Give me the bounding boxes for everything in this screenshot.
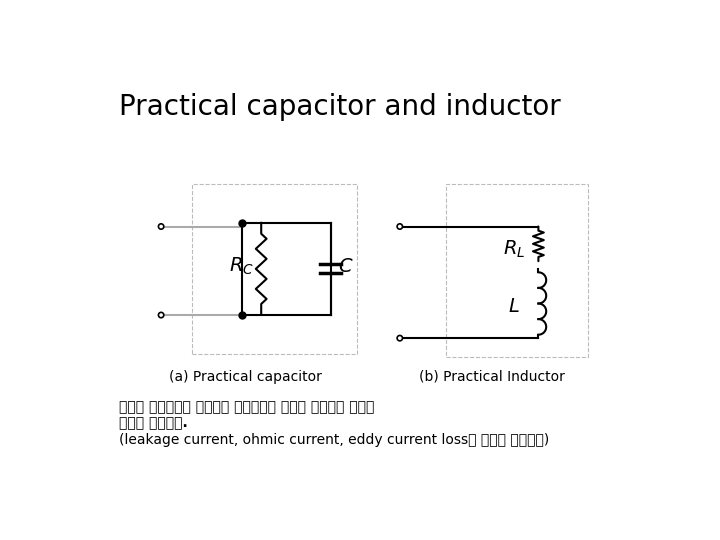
Text: $R_C$: $R_C$ — [230, 256, 254, 277]
Circle shape — [397, 335, 402, 341]
Bar — [446, 184, 588, 357]
Circle shape — [158, 312, 163, 318]
Circle shape — [158, 224, 163, 229]
Text: (a) Practical capacitor: (a) Practical capacitor — [169, 370, 323, 383]
Text: $C$: $C$ — [338, 258, 354, 275]
Circle shape — [397, 224, 402, 229]
Text: Practical capacitor and inductor: Practical capacitor and inductor — [119, 93, 560, 121]
Text: $R_L$: $R_L$ — [503, 239, 525, 260]
Bar — [192, 184, 357, 354]
Text: 실제의 캐패시터와 인덕터는 소자자체로 전력을 소비하게 만드는: 실제의 캐패시터와 인덕터는 소자자체로 전력을 소비하게 만드는 — [119, 401, 374, 415]
Text: 저항을 포함한다.: 저항을 포함한다. — [119, 416, 187, 430]
Text: $L$: $L$ — [508, 298, 520, 316]
Text: (leakage current, ohmic current, eddy current loss의 형태로 전력소비): (leakage current, ohmic current, eddy cu… — [119, 433, 549, 447]
Text: (b) Practical Inductor: (b) Practical Inductor — [419, 370, 565, 383]
